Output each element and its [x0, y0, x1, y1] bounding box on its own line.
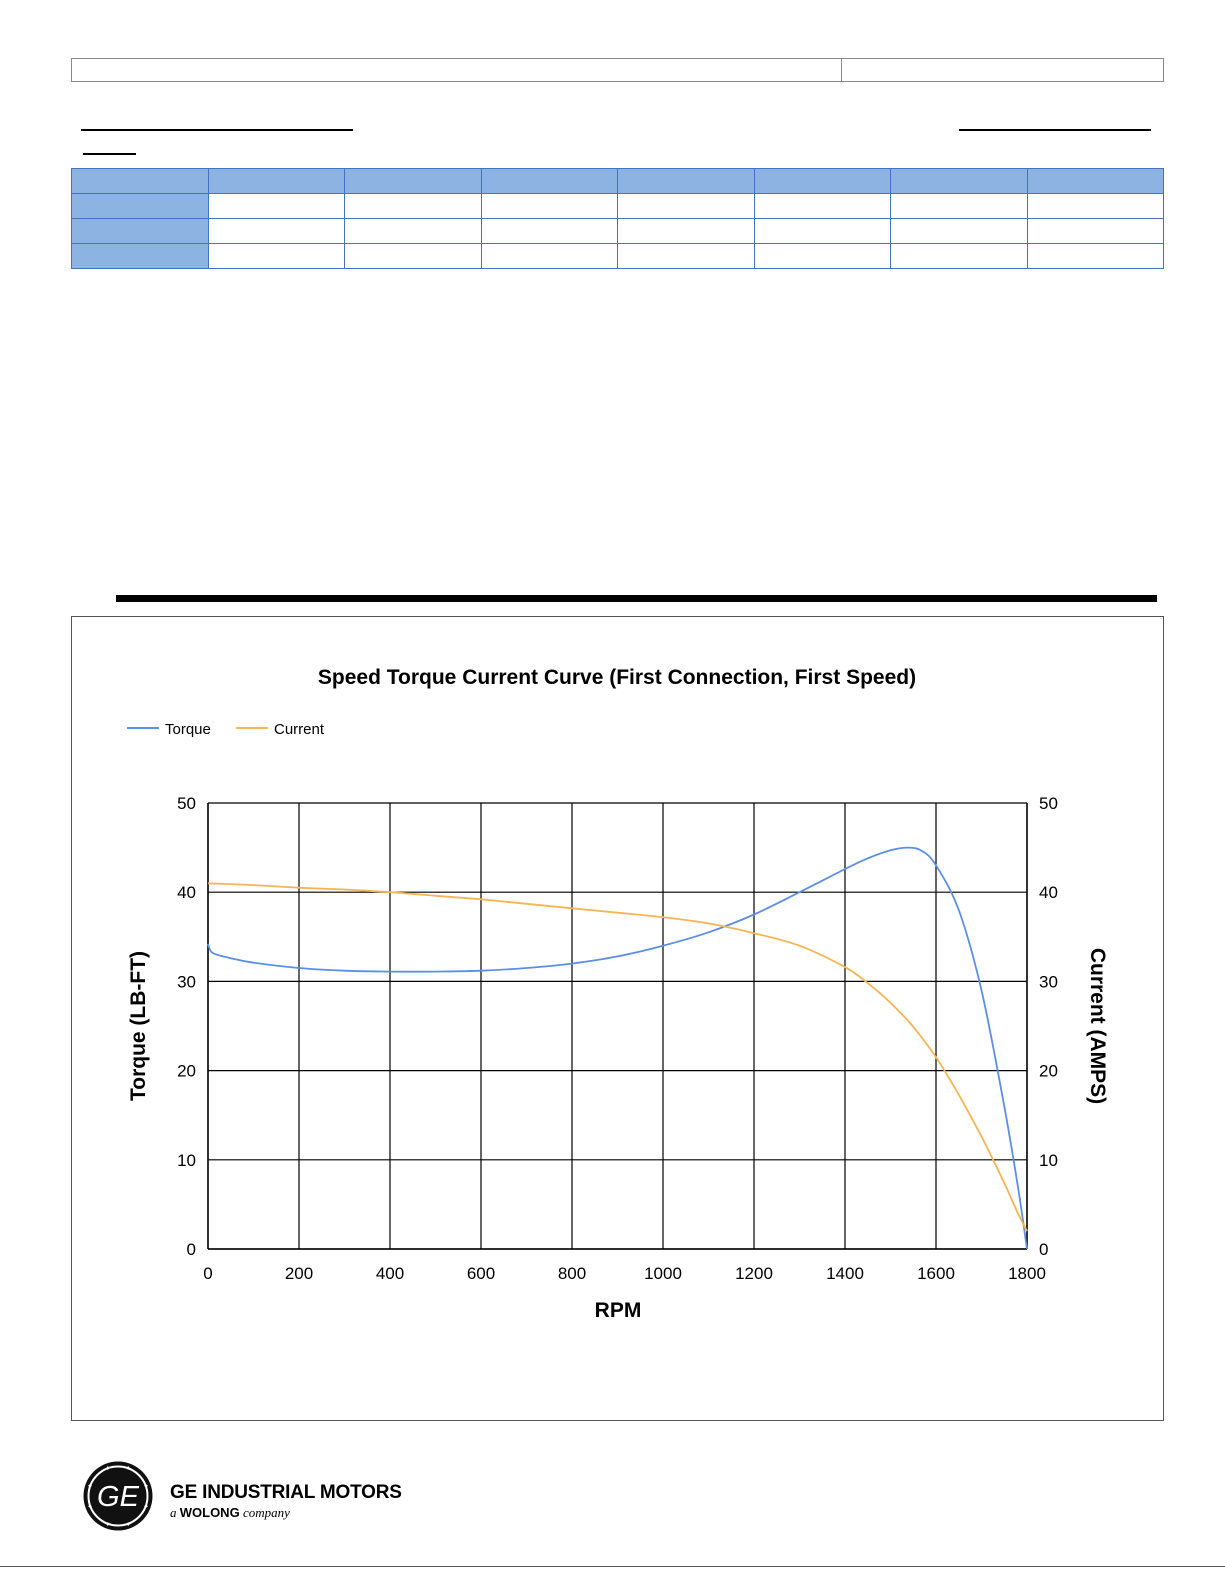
- brand-tagline-prefix: a: [170, 1505, 177, 1520]
- spec-table-cell: [344, 218, 482, 244]
- y-tick-label-right: 40: [1039, 883, 1058, 902]
- spec-table-cell: [617, 218, 755, 244]
- chart-frame: Speed Torque Current Curve (First Connec…: [71, 616, 1164, 1421]
- spec-table-cell: [480, 193, 618, 219]
- spec-table-row-header: [71, 243, 209, 269]
- speed-torque-current-chart: Speed Torque Current Curve (First Connec…: [127, 666, 1109, 1322]
- legend-label-current: Current: [274, 721, 325, 738]
- y-tick-label-left: 10: [177, 1151, 196, 1170]
- spec-table-cell: [480, 243, 618, 269]
- y-tick-label-right: 10: [1039, 1151, 1058, 1170]
- y-axis-label-right: Current (AMPS): [1086, 948, 1109, 1104]
- underline-field-short: [83, 153, 136, 155]
- chart-title: Speed Torque Current Curve (First Connec…: [318, 666, 916, 689]
- ge-logo: GE: [82, 1460, 154, 1532]
- spec-table-header-row: [71, 168, 1164, 194]
- header-info-box: [71, 58, 1164, 82]
- header-info-cell-left: [72, 59, 842, 81]
- series-line-current: [207, 882, 1028, 1232]
- y-tick-label-left: 0: [187, 1240, 196, 1259]
- spec-table-cell: [344, 243, 482, 269]
- y-tick-label-right: 20: [1039, 1062, 1058, 1081]
- spec-table-cell: [753, 243, 891, 269]
- series-line-torque: [207, 846, 1028, 1250]
- spec-table-cell: [753, 218, 891, 244]
- x-tick-label: 1000: [644, 1264, 682, 1283]
- y-tick-label-left: 20: [177, 1062, 196, 1081]
- svg-text:GE: GE: [97, 1481, 140, 1513]
- spec-table-cell: [753, 168, 891, 194]
- spec-table-cell: [617, 243, 755, 269]
- spec-table-row: [71, 243, 1164, 269]
- x-tick-label: 1400: [826, 1264, 864, 1283]
- spec-table-cell: [1026, 243, 1164, 269]
- spec-table-cell: [207, 243, 345, 269]
- x-tick-label: 1800: [1008, 1264, 1046, 1283]
- x-tick-label: 800: [558, 1264, 586, 1283]
- spec-table-cell: [1026, 218, 1164, 244]
- spec-table-cell: [890, 218, 1028, 244]
- underline-field-right: [959, 129, 1151, 131]
- y-axis-label-left: Torque (LB-FT): [127, 951, 150, 1101]
- x-tick-label: 1600: [917, 1264, 955, 1283]
- spec-table-row: [71, 218, 1164, 244]
- spec-table: [71, 168, 1164, 269]
- x-axis-label: RPM: [595, 1299, 642, 1322]
- spec-table-cell: [890, 168, 1028, 194]
- x-tick-label: 600: [467, 1264, 495, 1283]
- y-tick-label-right: 0: [1039, 1240, 1048, 1259]
- spec-table-cell: [1026, 193, 1164, 219]
- footer-divider: [0, 1566, 1225, 1567]
- brand-name: GE INDUSTRIAL MOTORS: [170, 1482, 402, 1503]
- x-tick-label: 200: [285, 1264, 313, 1283]
- spec-table-cell: [344, 168, 482, 194]
- spec-table-cell: [753, 193, 891, 219]
- spec-table-cell: [207, 193, 345, 219]
- spec-table-row-header: [71, 193, 209, 219]
- spec-table-cell: [207, 168, 345, 194]
- brand-tagline: a WOLONG company: [170, 1505, 290, 1521]
- x-tick-label: 400: [376, 1264, 404, 1283]
- spec-table-cell: [480, 168, 618, 194]
- spec-table-cell: [617, 168, 755, 194]
- chart-series: [207, 846, 1028, 1250]
- y-tick-label-left: 30: [177, 972, 196, 991]
- spec-table-cell: [71, 168, 209, 194]
- legend-label-torque: Torque: [165, 721, 211, 738]
- spec-table-row: [71, 193, 1164, 219]
- y-tick-label-left: 40: [177, 883, 196, 902]
- spec-table-cell: [890, 193, 1028, 219]
- chart-legend: Torque Current: [127, 721, 325, 738]
- spec-table-cell: [480, 218, 618, 244]
- y-tick-label-left: 50: [177, 794, 196, 813]
- header-info-cell-right: [842, 59, 1163, 81]
- x-tick-label: 0: [203, 1264, 212, 1283]
- y-tick-label-right: 30: [1039, 972, 1058, 991]
- brand-tagline-suffix: company: [242, 1505, 290, 1520]
- spec-table-row-header: [71, 218, 209, 244]
- underline-field-left: [81, 129, 353, 131]
- spec-table-cell: [1026, 168, 1164, 194]
- x-tick-label: 1200: [735, 1264, 773, 1283]
- ge-monogram-icon: GE: [83, 1461, 153, 1531]
- section-divider: [116, 595, 1157, 602]
- chart-grid: [207, 802, 1028, 1250]
- brand-tagline-wolong: WOLONG: [179, 1505, 240, 1520]
- spec-table-cell: [207, 218, 345, 244]
- spec-table-cell: [344, 193, 482, 219]
- spec-table-cell: [617, 193, 755, 219]
- y-tick-label-right: 50: [1039, 794, 1058, 813]
- spec-table-cell: [890, 243, 1028, 269]
